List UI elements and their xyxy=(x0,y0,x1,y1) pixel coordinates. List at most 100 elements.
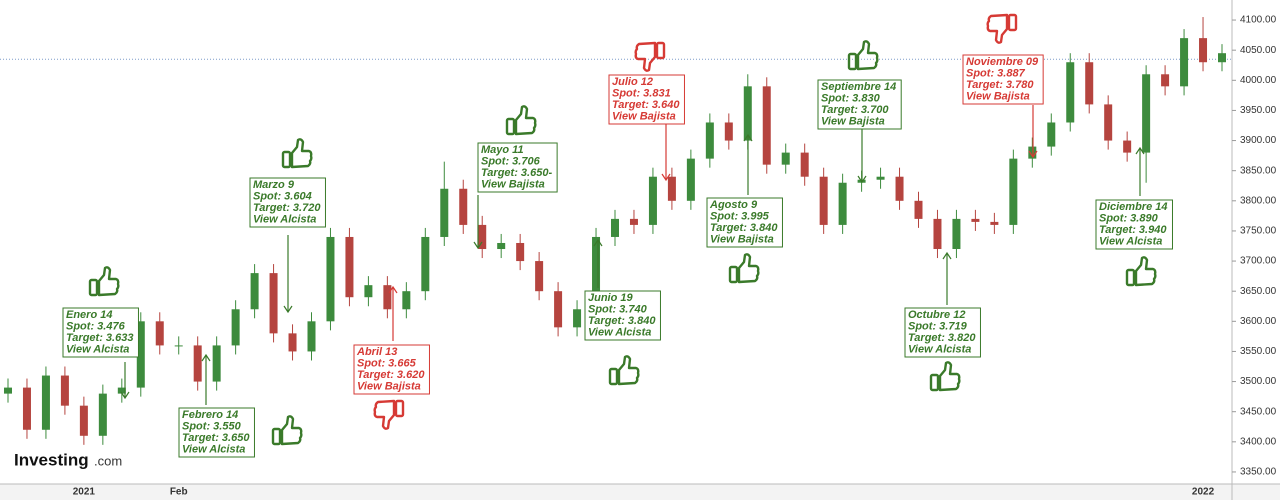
annotation-text: Spot: 3.706 xyxy=(481,155,541,167)
thumb-icon xyxy=(608,355,640,386)
candle-body xyxy=(1066,62,1075,123)
annotation-text: Spot: 3.830 xyxy=(821,92,881,104)
candle-body xyxy=(1028,146,1037,159)
annotation-text: Spot: 3.887 xyxy=(966,67,1026,79)
y-tick-label: 3750.00 xyxy=(1240,226,1277,237)
x-tick-label: Feb xyxy=(170,487,188,498)
annotation-text: Target: 3.940 xyxy=(1099,224,1167,236)
candle-body xyxy=(60,375,69,406)
annotation-text: Target: 3.840 xyxy=(588,315,656,327)
y-tick-label: 4000.00 xyxy=(1240,75,1277,86)
candle-body xyxy=(516,242,525,262)
candle-body xyxy=(971,218,980,222)
thumb-icon xyxy=(728,253,760,284)
candle-body xyxy=(1123,140,1132,153)
annotation-text: Spot: 3.890 xyxy=(1099,212,1159,224)
arrow-head xyxy=(661,173,671,182)
thumb-icon xyxy=(634,41,666,72)
candle-body xyxy=(535,261,544,292)
candle-body xyxy=(440,188,449,237)
candle-body xyxy=(22,387,31,430)
candle-body xyxy=(307,321,316,352)
thumb-hand xyxy=(290,138,313,169)
arrow-head xyxy=(743,133,753,142)
candle-body xyxy=(402,291,411,310)
annotation-box xyxy=(706,197,783,248)
annotation-text: View Bajista xyxy=(612,110,676,122)
candle-body xyxy=(876,176,885,180)
annotation-text: Agosto 9 xyxy=(709,199,758,211)
y-tick-label: 3500.00 xyxy=(1240,376,1277,387)
candle-body xyxy=(478,224,487,250)
candle-body xyxy=(288,333,297,352)
annotation-text: Marzo 9 xyxy=(253,179,295,191)
thumb-icon xyxy=(847,40,879,71)
watermark-brand: Investing xyxy=(14,450,89,469)
candle-body xyxy=(819,176,828,225)
annotation-text: Junio 19 xyxy=(588,292,634,304)
annotation-box xyxy=(62,307,139,358)
annotation-text: Target: 3.650 xyxy=(182,432,250,444)
annotation-text: View Bajista xyxy=(710,233,774,245)
annotation-text: View Alcista xyxy=(588,326,651,338)
candle-body xyxy=(724,122,733,141)
x-tick-label: 2021 xyxy=(73,487,96,498)
annotation-text: Spot: 3.831 xyxy=(612,87,671,99)
candle-body xyxy=(269,273,278,334)
y-tick-label: 3850.00 xyxy=(1240,165,1277,176)
thumb-icon xyxy=(271,415,303,446)
annotation-box xyxy=(962,54,1044,105)
candle-body xyxy=(667,176,676,201)
candle-body xyxy=(364,285,373,298)
thumb-hand xyxy=(617,355,640,386)
annotation-box xyxy=(178,407,255,458)
thumb-cuff xyxy=(847,52,858,71)
annotation-box xyxy=(584,290,661,341)
annotation-text: Target: 3.640 xyxy=(612,99,680,111)
annotation-text: Target: 3.820 xyxy=(908,332,976,344)
candle-body xyxy=(686,158,695,201)
annotation-box xyxy=(477,142,558,193)
annotation-text: Spot: 3.476 xyxy=(66,320,126,332)
candle-body xyxy=(136,321,145,388)
candle-body xyxy=(952,218,961,250)
thumb-icon xyxy=(929,361,961,392)
thumb-cuff xyxy=(1007,13,1018,32)
candle-body xyxy=(326,236,335,322)
thumb-cuff xyxy=(394,399,405,418)
annotation-text: Enero 14 xyxy=(66,309,112,321)
candle-body xyxy=(459,188,468,225)
thumb-hand xyxy=(514,105,537,136)
annotation-text: Septiembre 14 xyxy=(821,81,896,93)
candle-body xyxy=(592,236,601,310)
candle-body xyxy=(990,221,999,225)
y-tick-label: 3700.00 xyxy=(1240,256,1277,267)
annotation-text: Noviembre 09 xyxy=(966,56,1039,68)
annotation-text: Spot: 3.550 xyxy=(182,420,242,432)
thumb-cuff xyxy=(281,150,292,169)
annotation-text: View Alcista xyxy=(66,343,129,355)
arrow-head xyxy=(388,285,398,294)
thumb-cuff xyxy=(88,278,99,297)
thumb-hand xyxy=(856,40,879,71)
candle-body xyxy=(648,176,657,225)
arrow-head xyxy=(473,241,483,250)
candle-body xyxy=(611,218,619,237)
thumb-icon xyxy=(986,13,1018,44)
candle-body xyxy=(98,393,107,436)
thumb-icon xyxy=(505,105,537,136)
annotation-text: Target: 3.650- xyxy=(481,167,552,179)
candle-body xyxy=(573,309,582,328)
annotation-text: Target: 3.780 xyxy=(966,79,1034,91)
candle-body xyxy=(1142,74,1151,153)
candle-body xyxy=(705,122,714,159)
thumb-hand xyxy=(938,361,961,392)
thumb-hand xyxy=(97,266,120,297)
thumb-cuff xyxy=(655,41,666,60)
